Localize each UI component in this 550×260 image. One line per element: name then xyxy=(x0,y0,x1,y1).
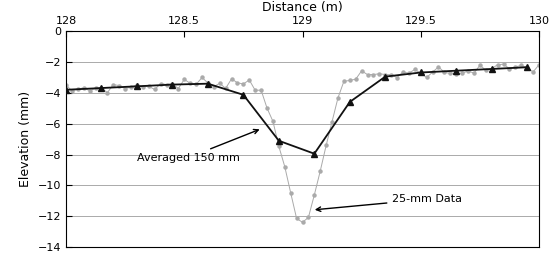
avg xyxy=(453,69,460,72)
avg xyxy=(98,87,105,90)
25mm xyxy=(476,64,483,67)
25mm xyxy=(329,120,336,123)
25mm xyxy=(299,221,306,224)
25mm xyxy=(63,83,69,87)
25mm xyxy=(453,73,460,76)
avg xyxy=(63,88,69,91)
avg xyxy=(276,139,282,142)
25mm xyxy=(500,63,507,66)
avg xyxy=(169,83,176,86)
Text: Averaged 150 mm: Averaged 150 mm xyxy=(137,129,258,162)
avg xyxy=(205,82,211,85)
Y-axis label: Elevation (mm): Elevation (mm) xyxy=(19,91,32,187)
Line: 25mm: 25mm xyxy=(64,63,541,224)
Text: 25-mm Data: 25-mm Data xyxy=(316,194,463,211)
avg xyxy=(417,71,424,74)
X-axis label: Distance (m): Distance (m) xyxy=(262,1,343,14)
avg xyxy=(311,152,318,155)
avg xyxy=(524,66,531,69)
avg xyxy=(240,93,247,96)
avg xyxy=(382,75,389,78)
25mm xyxy=(494,63,501,66)
Line: avg: avg xyxy=(63,64,531,157)
25mm xyxy=(536,63,542,66)
avg xyxy=(346,100,353,103)
avg xyxy=(488,67,495,70)
avg xyxy=(134,85,140,88)
25mm xyxy=(417,72,424,75)
25mm xyxy=(364,73,371,76)
